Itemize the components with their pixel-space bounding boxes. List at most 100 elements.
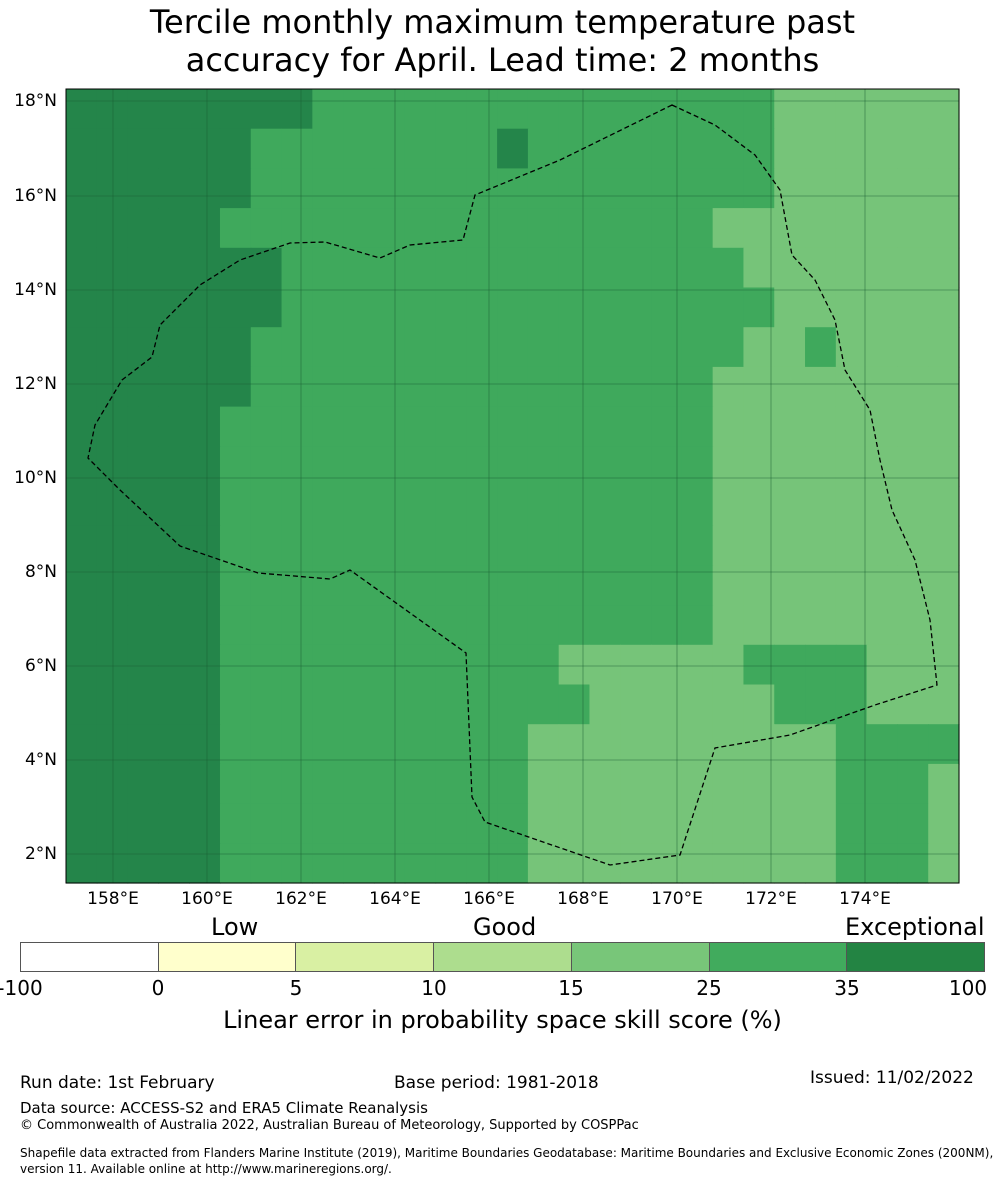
skill-cell: [835, 525, 868, 566]
skill-cell: [651, 446, 683, 487]
skill-cell: [158, 724, 190, 765]
skill-cell: [928, 168, 960, 209]
skill-cell: [743, 724, 775, 765]
skill-cell: [127, 89, 159, 130]
skill-cell: [681, 565, 714, 606]
skill-cell: [127, 605, 159, 646]
skill-cell: [312, 525, 344, 566]
skill-cell: [774, 843, 806, 884]
skill-cell: [866, 486, 899, 527]
skill-cell: [866, 89, 899, 130]
skill-cell: [466, 208, 498, 249]
skill-cell: [189, 684, 221, 725]
skill-cell: [127, 763, 159, 805]
skill-cell: [774, 446, 806, 487]
skill-cell: [281, 287, 313, 328]
skill-cell: [66, 406, 98, 447]
skill-cell: [928, 724, 960, 765]
skill-cell: [435, 724, 467, 765]
skill-cell: [835, 843, 868, 884]
skill-cell: [466, 366, 498, 408]
skill-cell: [219, 724, 252, 765]
skill-cell: [589, 525, 621, 566]
skill-cell: [158, 486, 190, 527]
skill-cell: [712, 247, 745, 289]
skill-cell: [589, 684, 621, 725]
skill-cell: [681, 843, 714, 884]
skill-cell: [189, 763, 221, 805]
skill-grid: [66, 89, 960, 884]
skill-cell: [466, 327, 498, 368]
skill-cell: [527, 565, 560, 606]
skill-cell: [835, 486, 868, 527]
skill-cell: [250, 803, 283, 844]
skill-cell: [281, 168, 313, 209]
skill-cell: [712, 327, 745, 368]
skill-cell: [373, 525, 406, 566]
skill-cell: [712, 168, 745, 209]
skill-cell: [897, 605, 929, 646]
skill-cell: [897, 644, 929, 686]
skill-cell: [681, 208, 714, 249]
skill-cell: [127, 287, 159, 328]
skill-cell: [435, 644, 467, 686]
skill-cell: [835, 89, 868, 130]
skill-cell: [835, 803, 868, 844]
skill-cell: [497, 644, 529, 686]
skill-cell: [466, 406, 498, 447]
skill-cell: [558, 565, 591, 606]
colorbar-tick: 15: [558, 976, 584, 1000]
skill-cell: [651, 208, 683, 249]
skill-cell: [127, 565, 159, 606]
skill-cell: [928, 128, 960, 169]
skill-cell: [312, 327, 344, 368]
skill-cell: [404, 128, 437, 169]
skill-cell: [435, 605, 467, 646]
skill-cell: [497, 605, 529, 646]
skill-cell: [866, 724, 899, 765]
skill-cell: [558, 763, 591, 805]
skill-cell: [343, 366, 375, 408]
skill-cell: [250, 128, 283, 169]
skill-cell: [743, 644, 775, 686]
skill-cell: [158, 843, 190, 884]
skill-cell: [897, 89, 929, 130]
skill-cell: [219, 168, 252, 209]
skill-cell: [281, 763, 313, 805]
skill-cell: [66, 366, 98, 408]
skill-cell: [96, 644, 129, 686]
category-low: Low: [211, 913, 259, 941]
skill-cell: [250, 644, 283, 686]
skill-cell: [805, 525, 837, 566]
skill-cell: [343, 168, 375, 209]
skill-cell: [835, 287, 868, 328]
skill-cell: [96, 843, 129, 884]
skill-cell: [497, 247, 529, 289]
skill-cell: [250, 724, 283, 765]
skill-cell: [66, 644, 98, 686]
skill-map: [65, 88, 960, 884]
skill-cell: [189, 724, 221, 765]
skill-cell: [373, 486, 406, 527]
skill-cell: [250, 89, 283, 130]
eez-boundary: [87, 104, 938, 866]
skill-cell: [158, 168, 190, 209]
skill-cell: [497, 406, 529, 447]
skill-cell: [527, 446, 560, 487]
skill-cell: [928, 247, 960, 289]
skill-cell: [897, 168, 929, 209]
skill-cell: [158, 565, 190, 606]
skill-cell: [681, 803, 714, 844]
skill-cell: [558, 128, 591, 169]
skill-cell: [835, 684, 868, 725]
skill-cell: [651, 644, 683, 686]
skill-cell: [343, 208, 375, 249]
skill-cell: [743, 168, 775, 209]
lat-label: 14°N: [14, 280, 57, 300]
skill-cell: [343, 446, 375, 487]
skill-cell: [435, 366, 467, 408]
skill-cell: [466, 565, 498, 606]
skill-cell: [928, 525, 960, 566]
skill-cell: [620, 327, 652, 368]
skill-cell: [651, 724, 683, 765]
